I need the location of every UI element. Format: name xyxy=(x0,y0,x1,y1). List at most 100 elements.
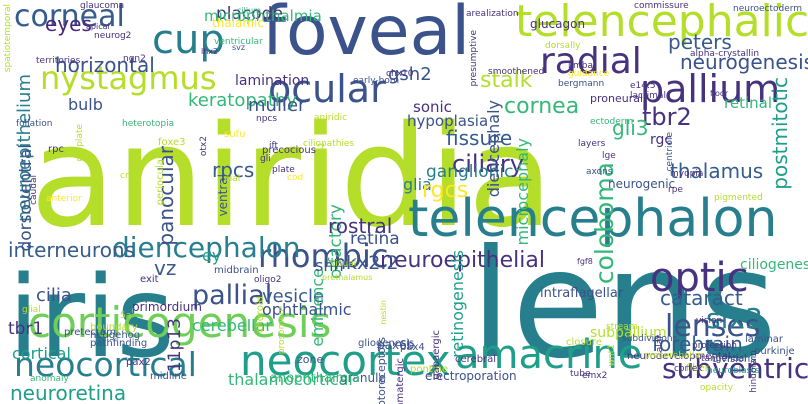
cloud-word: periocular xyxy=(155,155,166,206)
cloud-word: tangential xyxy=(701,354,747,364)
cloud-word: subpallium xyxy=(590,325,667,341)
cloud-word: postmitotic xyxy=(768,77,792,190)
cloud-word: anterior xyxy=(46,194,82,204)
cloud-word: lenses xyxy=(665,309,761,344)
cloud-word: rostral xyxy=(328,214,393,238)
cloud-word: npcs xyxy=(256,114,278,124)
cloud-word: muller xyxy=(248,95,306,116)
cloud-word: photoreceptors xyxy=(375,337,388,404)
cloud-word: pathfinding xyxy=(90,338,148,349)
cloud-word: ngn2 xyxy=(123,54,146,64)
cloud-word: interneurons xyxy=(8,238,136,262)
cloud-word: amacrine xyxy=(455,332,643,378)
cloud-word: pontine xyxy=(410,364,448,375)
cloud-word: vision xyxy=(696,316,723,326)
cloud-word: thalamus xyxy=(670,159,764,183)
cloud-word: foxe3 xyxy=(158,137,186,148)
cloud-word: prethalamus xyxy=(322,273,373,282)
cloud-word: diencephaly xyxy=(484,100,503,198)
cloud-word: zone xyxy=(297,353,324,366)
cloud-word: forebrain xyxy=(652,332,743,356)
cloud-word: gli3 xyxy=(612,116,649,140)
cloud-word: gli xyxy=(260,154,271,164)
cloud-word: territories xyxy=(36,56,81,66)
cloud-word: neuroepithelial xyxy=(380,248,545,273)
cloud-word: foliation xyxy=(16,119,53,129)
cloud-word: bergmann xyxy=(558,79,605,89)
cloud-word: telencephalic xyxy=(515,0,808,47)
cloud-word: placode xyxy=(216,4,283,24)
cloud-word: cornea xyxy=(504,94,580,119)
cloud-word: microphthalmia xyxy=(204,7,322,25)
cloud-word: optic xyxy=(650,255,749,301)
cloud-word: neocortex xyxy=(240,336,451,385)
cloud-word: cortical xyxy=(12,344,71,363)
cloud-word: thalamocortical xyxy=(228,370,353,389)
cloud-word: layers xyxy=(578,139,606,149)
cloud-word: tbr1 xyxy=(8,319,44,339)
cloud-word: visual xyxy=(330,259,357,269)
cloud-word: ey xyxy=(202,246,222,265)
cloud-word: nkx2.2 xyxy=(334,252,399,274)
cloud-word: neurodevelopmental xyxy=(627,351,731,362)
cloud-word: anophthalmia xyxy=(270,371,360,386)
cloud-word: prosomere xyxy=(277,306,287,355)
cloud-word: ganglionic xyxy=(426,162,514,182)
cloud-word: electroporation xyxy=(425,369,517,383)
cloud-word: e14.5 xyxy=(630,81,656,91)
cloud-word: cilium xyxy=(237,6,261,15)
cloud-word: pallium xyxy=(640,67,781,111)
cloud-word: pax2 xyxy=(126,357,151,368)
cloud-word: retinogenesis xyxy=(448,250,467,358)
cloud-word: gabaergic xyxy=(431,330,442,380)
cloud-word: six3 xyxy=(706,302,763,335)
cloud-word: granule xyxy=(340,371,386,385)
cloud-word: smoothened xyxy=(488,67,545,77)
cloud-word: nystagmus xyxy=(40,59,217,97)
cloud-word: tube xyxy=(570,369,591,379)
cloud-word: apical xyxy=(86,22,110,31)
cloud-word: glucagon xyxy=(530,17,586,31)
cloud-word: arealization xyxy=(466,9,519,19)
cloud-word: ciliary xyxy=(452,150,524,178)
cloud-word: retina xyxy=(350,229,400,249)
cloud-word: exit xyxy=(140,274,159,285)
cloud-word: cerebral xyxy=(455,354,497,365)
cloud-word: lge xyxy=(602,151,616,161)
cloud-word: otx2 xyxy=(199,136,209,157)
cloud-word: gsh2 xyxy=(388,64,432,85)
cloud-word: pigmented xyxy=(714,193,763,203)
cloud-word: gliogenesis xyxy=(358,338,415,349)
cloud-word: nestin xyxy=(379,300,388,325)
cloud-word: proneural xyxy=(590,92,644,105)
cloud-word: centriole xyxy=(665,132,675,172)
cloud-word: ectoderm xyxy=(590,117,634,127)
cloud-word: retinal xyxy=(724,94,772,112)
cloud-word: ciliogenesis xyxy=(740,257,808,273)
cloud-word: chx10 xyxy=(386,69,414,79)
cloud-word: pax4 xyxy=(400,342,425,353)
cloud-word: cataract xyxy=(660,286,743,310)
cloud-word: midline xyxy=(150,371,187,382)
cloud-word: stream xyxy=(606,322,638,332)
cloud-word: lacrimal xyxy=(630,91,666,101)
cloud-word: glutamatergic xyxy=(395,358,406,404)
cloud-word: guidance xyxy=(568,69,610,79)
cloud-word: lamination xyxy=(235,73,310,89)
cloud-word: cns xyxy=(120,171,136,181)
cloud-word: peters xyxy=(668,30,732,54)
cloud-word: divisions xyxy=(712,354,756,365)
cloud-word: sufu xyxy=(224,129,246,140)
cloud-word: neurogenic xyxy=(608,177,676,191)
cloud-word: diencephalon xyxy=(112,231,301,264)
cloud-word: wnt1 xyxy=(607,344,617,367)
cloud-word: fgf8 xyxy=(577,257,593,266)
cloud-word: boundary xyxy=(90,322,138,333)
cloud-word: myopia xyxy=(670,169,704,179)
cloud-word: early-born xyxy=(353,76,400,86)
cloud-word: hedgehog xyxy=(90,330,141,341)
cloud-word: rgc xyxy=(650,132,673,148)
cloud-word: ocular xyxy=(268,67,386,111)
cloud-word: laminar xyxy=(745,334,784,345)
